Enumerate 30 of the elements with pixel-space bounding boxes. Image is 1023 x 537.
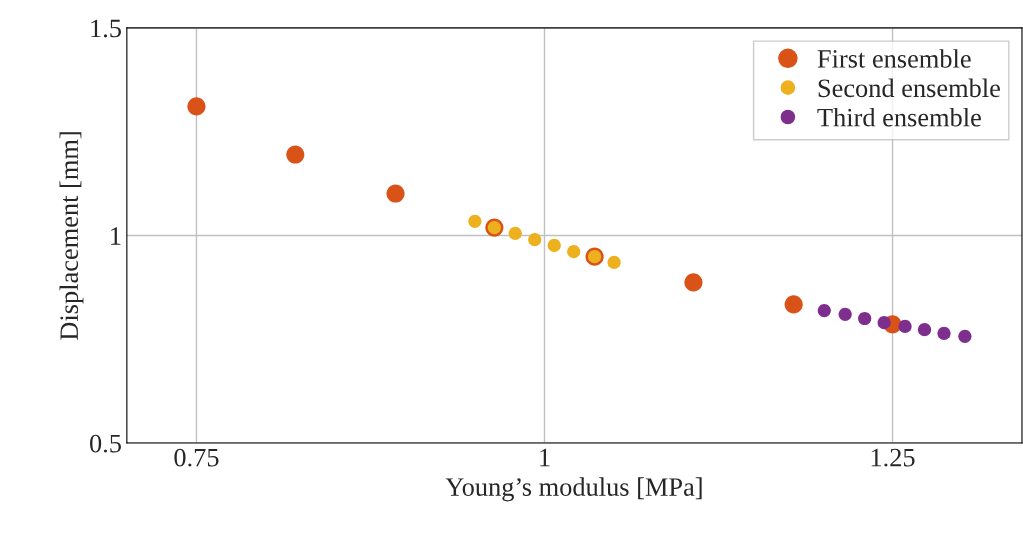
point <box>607 255 621 270</box>
point <box>684 273 703 292</box>
point <box>838 307 852 321</box>
x-tick-label: 1.25 <box>871 448 915 467</box>
y-tick-label: 1.5 <box>91 19 121 38</box>
legend-label: Third ensemble <box>817 107 981 127</box>
x-tick-label: 0.75 <box>174 448 219 467</box>
point <box>898 319 912 333</box>
legend-label: First ensemble <box>817 49 971 68</box>
point <box>567 245 581 259</box>
point <box>937 326 951 341</box>
point <box>386 184 405 203</box>
point <box>817 304 831 318</box>
point <box>784 295 803 314</box>
y-axis-title: Displacement [mm] <box>59 132 84 340</box>
legend-label: Second ensemble <box>818 78 1000 98</box>
y-tick-label: 0.5 <box>90 434 121 453</box>
y-tick-label: 1 <box>111 227 121 245</box>
x-tick-label: 1 <box>540 448 550 467</box>
point <box>508 226 522 240</box>
point <box>468 214 482 228</box>
point <box>917 323 932 337</box>
point <box>286 145 305 164</box>
point <box>547 238 561 253</box>
point <box>528 233 542 247</box>
point <box>877 316 891 330</box>
point <box>858 311 872 326</box>
point <box>958 329 972 343</box>
point <box>187 97 206 116</box>
x-axis-title: Young’s modulus [MPa] <box>445 477 702 502</box>
